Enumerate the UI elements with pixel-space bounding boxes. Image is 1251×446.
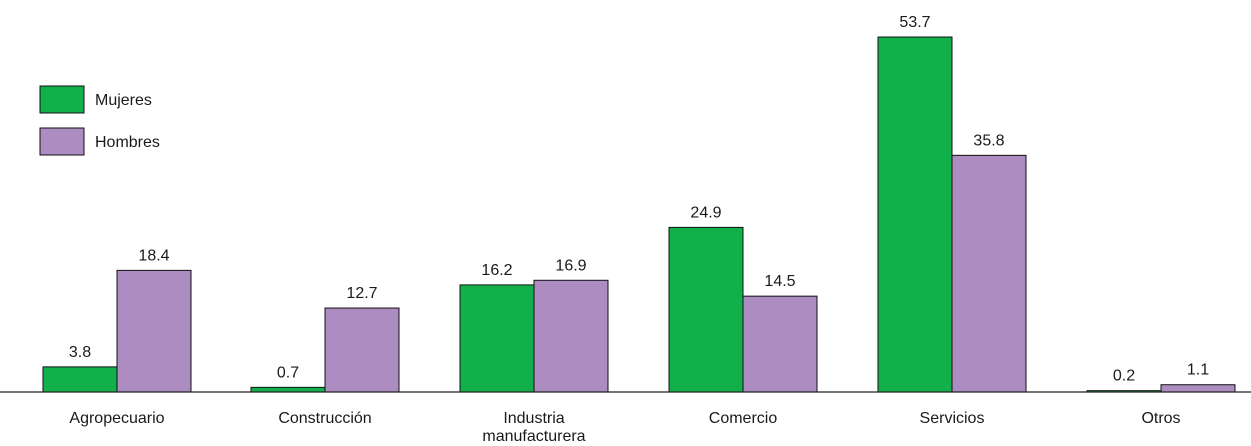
value-labels-group: 3.8 0.7 16.2 24.9 53.7 0.2 18.4 12.7 16.9 14.5 35.… xyxy=(69,14,1209,385)
legend-swatch-hombres xyxy=(39,127,85,156)
value-label-hombres-2: 16.9 xyxy=(555,257,586,274)
value-label-hombres-4: 35.8 xyxy=(973,132,1004,149)
bar-mujeres-2 xyxy=(459,284,535,393)
value-label-mujeres-3: 24.9 xyxy=(690,204,721,221)
bar-hombres-1 xyxy=(324,307,400,393)
category-label-5: Otros xyxy=(1141,410,1180,427)
bar-hombres-3 xyxy=(742,295,818,393)
bar-hombres-4 xyxy=(951,154,1027,393)
category-label-4: Servicios xyxy=(920,410,985,427)
bar-mujeres-0 xyxy=(42,366,118,393)
value-label-hombres-5: 1.1 xyxy=(1187,362,1209,379)
category-label-0: Agropecuario xyxy=(69,410,164,427)
bar-mujeres-4 xyxy=(877,36,953,393)
category-label-1: Construcción xyxy=(278,410,371,427)
bar-hombres-0 xyxy=(116,269,192,393)
bars-group xyxy=(42,36,1236,393)
value-label-hombres-0: 18.4 xyxy=(138,247,169,264)
value-label-hombres-1: 12.7 xyxy=(346,285,377,302)
category-label-2: Industria manufacturera xyxy=(482,410,585,445)
bar-hombres-2 xyxy=(533,279,609,393)
value-label-mujeres-4: 53.7 xyxy=(899,14,930,31)
category-label-3: Comercio xyxy=(709,410,778,427)
legend-label-mujeres: Mujeres xyxy=(95,92,152,109)
value-label-hombres-3: 14.5 xyxy=(764,273,795,290)
bar-mujeres-3 xyxy=(668,226,744,393)
legend: Mujeres Hombres xyxy=(39,85,160,156)
category-labels-group: Agropecuario Construcción Industria manufac… xyxy=(69,410,1180,445)
value-label-mujeres-0: 3.8 xyxy=(69,344,91,361)
value-label-mujeres-5: 0.2 xyxy=(1113,368,1135,385)
bar-hombres-5 xyxy=(1160,384,1236,393)
legend-swatch-mujeres xyxy=(39,85,85,114)
bar-mujeres-1 xyxy=(250,386,326,393)
value-label-mujeres-1: 0.7 xyxy=(277,364,299,381)
legend-label-hombres: Hombres xyxy=(95,134,160,151)
value-label-mujeres-2: 16.2 xyxy=(481,262,512,279)
